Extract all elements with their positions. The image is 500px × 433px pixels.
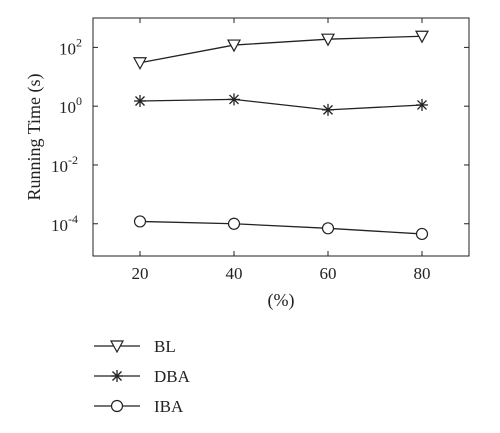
data-point-dba	[322, 103, 334, 116]
data-point-bl	[414, 30, 430, 44]
y-tick-label: 10 -4	[51, 212, 78, 235]
data-point-iba	[133, 215, 147, 228]
series-layer	[132, 30, 430, 241]
data-point-dba	[134, 95, 146, 108]
data-point-iba	[415, 227, 429, 241]
y-tick-label-base: 10	[59, 98, 76, 117]
series-line-dba	[139, 98, 423, 111]
data-point-bl	[132, 57, 148, 71]
legend-item-dba: DBA	[94, 367, 191, 386]
legend-item-iba: IBA	[94, 397, 184, 416]
data-point-iba	[321, 222, 335, 235]
y-tick-label-base: 10	[51, 157, 68, 176]
data-point-bl	[320, 33, 336, 47]
legend-marker-dba	[111, 370, 123, 382]
data-point-dba	[416, 98, 428, 111]
x-tick-label: 80	[414, 264, 431, 283]
plot-area-frame	[92, 17, 470, 257]
y-tick-label-exponent: 0	[76, 94, 82, 108]
data-point-iba	[227, 217, 241, 230]
y-tick-label: 10 2	[59, 35, 82, 58]
legend-marker-iba	[110, 399, 124, 413]
y-tick-label-exponent: 2	[76, 35, 82, 49]
legend-label-iba: IBA	[154, 397, 184, 416]
legend-item-bl: BL	[94, 337, 176, 356]
legend-marker-bl	[109, 340, 125, 354]
x-axis-label: (%)	[268, 290, 295, 311]
x-tick-label: 60	[320, 264, 337, 283]
legend-label-dba: DBA	[154, 367, 191, 386]
y-tick-label: 10 0	[59, 94, 82, 117]
legend-label-bl: BL	[154, 337, 176, 356]
data-point-dba	[228, 93, 240, 106]
x-tick-label: 20	[132, 264, 149, 283]
x-tick-label: 40	[226, 264, 243, 283]
y-axis-label: Running Time (s)	[24, 73, 45, 200]
series-line-iba	[139, 220, 423, 235]
y-tick-label-exponent: -2	[68, 153, 78, 167]
data-point-bl	[226, 39, 242, 53]
x-axis: 20 40 60 80	[132, 18, 431, 283]
y-tick-label-exponent: -4	[68, 212, 78, 226]
legend: BL DBA IBA	[94, 337, 191, 416]
y-tick-label: 10 -2	[51, 153, 78, 176]
series-line-bl	[139, 35, 423, 64]
y-tick-label-base: 10	[51, 216, 68, 235]
y-tick-label-base: 10	[59, 39, 76, 58]
